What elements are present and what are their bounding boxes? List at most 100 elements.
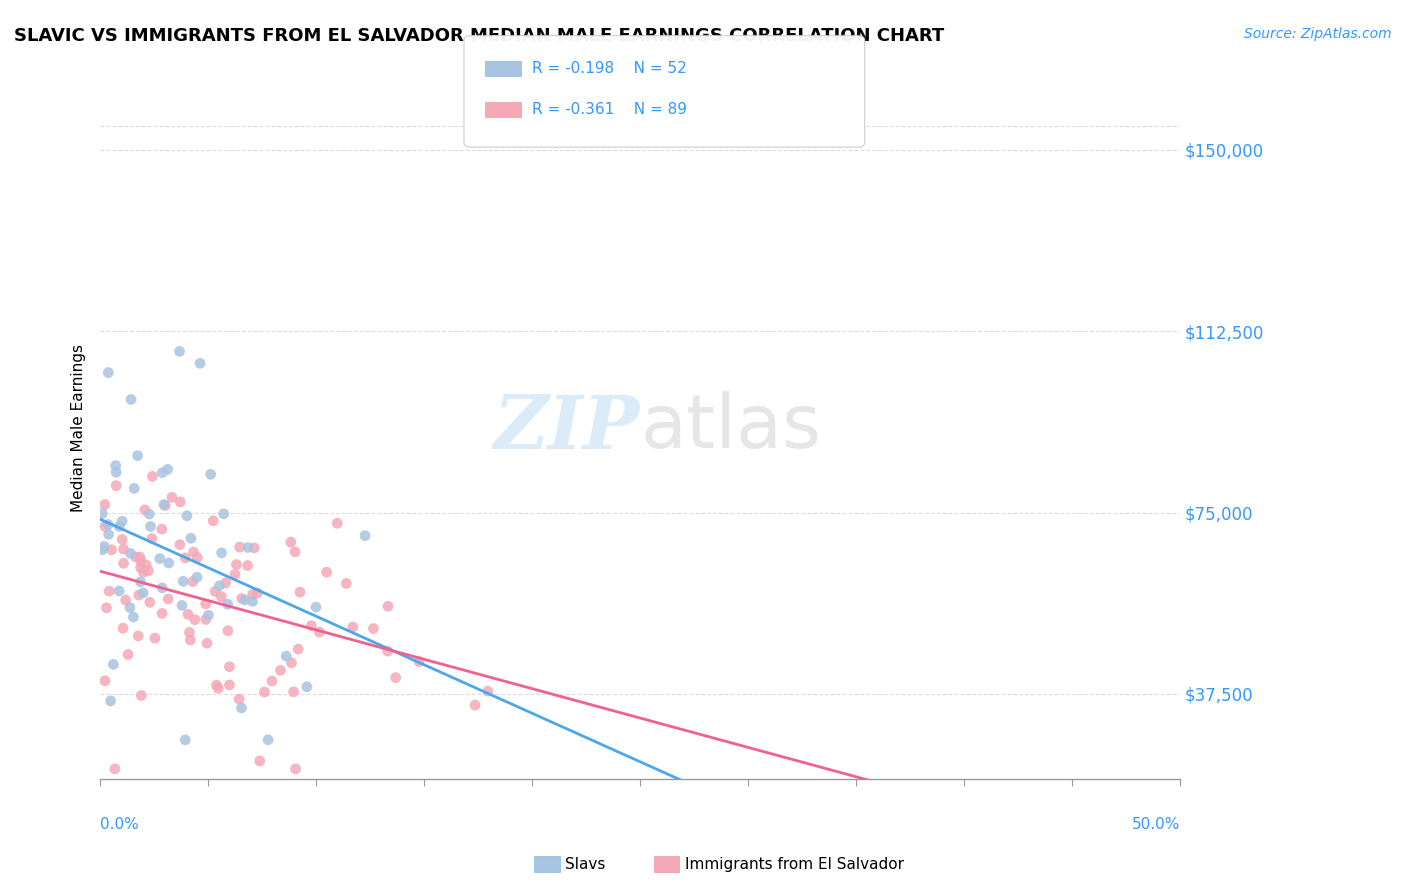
Point	[129, 574, 152, 589]
Point	[236, 541, 259, 555]
Point	[299, 618, 322, 632]
Text: R = -0.361    N = 89: R = -0.361 N = 89	[533, 103, 688, 117]
Point	[197, 608, 219, 623]
Point	[177, 607, 200, 622]
Point	[91, 507, 114, 521]
Point	[195, 636, 218, 650]
Point	[157, 556, 180, 570]
Point	[160, 491, 183, 505]
Point	[91, 542, 114, 557]
Text: Slavs: Slavs	[565, 857, 606, 871]
Point	[186, 570, 208, 584]
Point	[276, 649, 298, 664]
Point	[288, 585, 311, 599]
Point	[97, 517, 120, 532]
Point	[231, 701, 253, 715]
Point	[180, 531, 202, 545]
Point	[124, 549, 146, 564]
Point	[156, 462, 179, 476]
Point	[103, 657, 125, 672]
Point	[169, 538, 191, 552]
Point	[208, 579, 231, 593]
Point	[305, 600, 328, 615]
Point	[284, 762, 307, 776]
Point	[218, 678, 240, 692]
Point	[132, 565, 155, 579]
Point	[225, 558, 247, 572]
Point	[269, 663, 291, 677]
Point	[228, 692, 250, 706]
Point	[242, 587, 264, 601]
Point	[209, 590, 232, 604]
Text: SLAVIC VS IMMIGRANTS FROM EL SALVADOR MEDIAN MALE EARNINGS CORRELATION CHART: SLAVIC VS IMMIGRANTS FROM EL SALVADOR ME…	[14, 27, 945, 45]
Point	[132, 586, 155, 600]
Point	[157, 591, 180, 606]
Point	[174, 550, 197, 565]
Point	[100, 694, 122, 708]
Point	[179, 625, 201, 640]
Point	[169, 344, 191, 359]
Point	[150, 466, 173, 480]
Point	[112, 556, 135, 570]
Point	[315, 566, 337, 580]
Point	[200, 467, 222, 482]
Text: 50.0%: 50.0%	[1132, 817, 1180, 832]
Point	[253, 685, 276, 699]
Point	[141, 469, 163, 483]
Point	[97, 366, 120, 380]
Point	[377, 644, 399, 658]
Point	[170, 599, 193, 613]
Point	[228, 540, 250, 554]
Point	[155, 499, 177, 513]
Point	[127, 629, 149, 643]
Point	[202, 514, 225, 528]
Point	[139, 595, 162, 609]
Point	[284, 545, 307, 559]
Point	[204, 584, 226, 599]
Point	[176, 508, 198, 523]
Text: Immigrants from El Salvador: Immigrants from El Salvador	[685, 857, 904, 871]
Point	[194, 597, 217, 611]
Point	[384, 671, 406, 685]
Point	[122, 482, 145, 496]
Point	[211, 546, 233, 560]
Point	[172, 574, 194, 589]
Point	[280, 535, 302, 549]
Point	[243, 541, 266, 555]
Text: atlas: atlas	[640, 392, 821, 465]
Point	[295, 680, 318, 694]
Point	[105, 478, 128, 492]
Point	[217, 597, 239, 611]
Point	[342, 620, 364, 634]
Point	[128, 550, 150, 565]
Point	[138, 507, 160, 521]
Point	[129, 560, 152, 574]
Point	[120, 392, 142, 407]
Point	[111, 621, 134, 635]
Point	[108, 519, 131, 533]
Point	[169, 495, 191, 509]
Point	[174, 732, 197, 747]
Point	[120, 546, 142, 560]
Point	[150, 607, 173, 621]
Point	[111, 514, 134, 528]
Point	[260, 674, 283, 689]
Point	[131, 689, 153, 703]
Point	[149, 551, 172, 566]
Point	[257, 732, 280, 747]
Point	[128, 588, 150, 602]
Point	[308, 625, 330, 640]
Point	[93, 540, 115, 554]
Point	[207, 681, 229, 696]
Point	[377, 599, 399, 614]
Point	[127, 449, 149, 463]
Point	[224, 567, 246, 582]
Point	[179, 633, 201, 648]
Point	[194, 612, 217, 626]
Point	[212, 507, 235, 521]
Text: 0.0%: 0.0%	[100, 817, 139, 832]
Point	[141, 532, 163, 546]
Point	[231, 591, 253, 606]
Text: R = -0.198    N = 52: R = -0.198 N = 52	[533, 62, 688, 76]
Point	[108, 584, 131, 599]
